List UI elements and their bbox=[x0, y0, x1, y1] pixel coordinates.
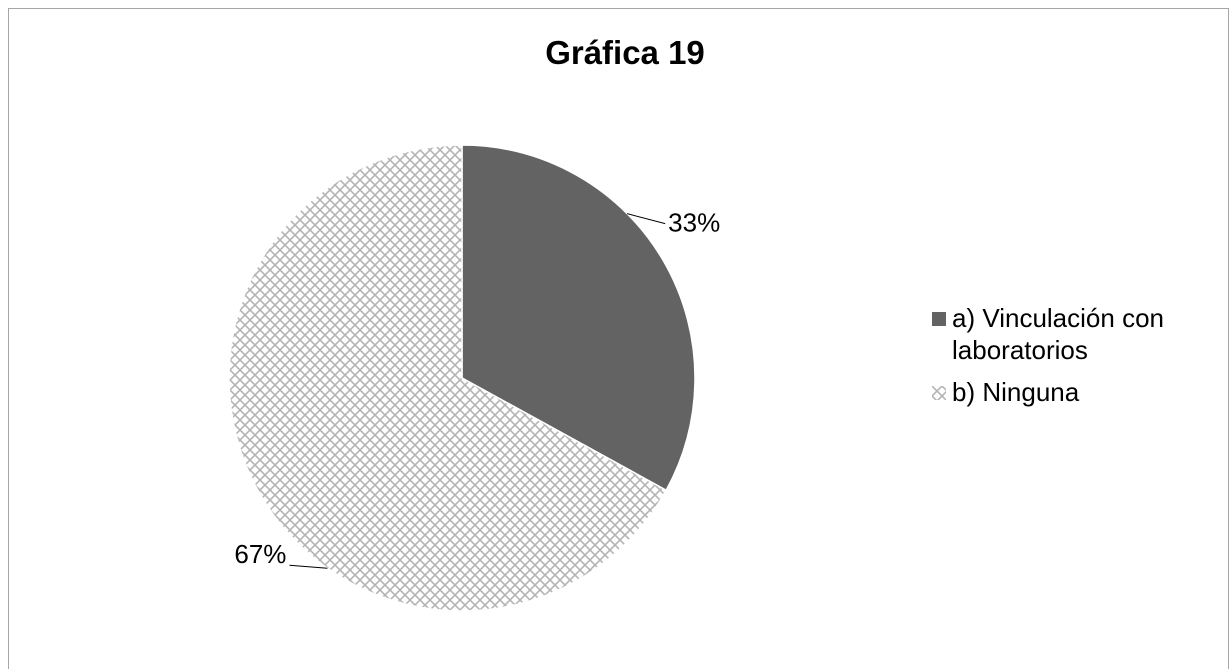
slice-label: 33% bbox=[668, 208, 720, 238]
pie-slice-vinculacion bbox=[461, 144, 696, 492]
legend-swatch-crosshatch bbox=[932, 386, 946, 400]
legend-label: a) Vinculación con laboratorios bbox=[952, 303, 1164, 365]
legend-item-vinculacion: a) Vinculación con laboratorios bbox=[928, 302, 1218, 366]
legend: a) Vinculación con laboratorios b) Ningu… bbox=[928, 302, 1218, 418]
leader-line bbox=[627, 213, 666, 225]
slice-label: 67% bbox=[234, 539, 286, 569]
legend-label: b) Ninguna bbox=[952, 377, 1080, 407]
chart-title: Gráfica 19 bbox=[545, 34, 705, 71]
leader-line bbox=[289, 564, 328, 569]
legend-item-ninguna: b) Ninguna bbox=[928, 376, 1218, 408]
pie-slice-ninguna bbox=[228, 144, 668, 612]
legend-swatch-solid bbox=[932, 312, 946, 326]
